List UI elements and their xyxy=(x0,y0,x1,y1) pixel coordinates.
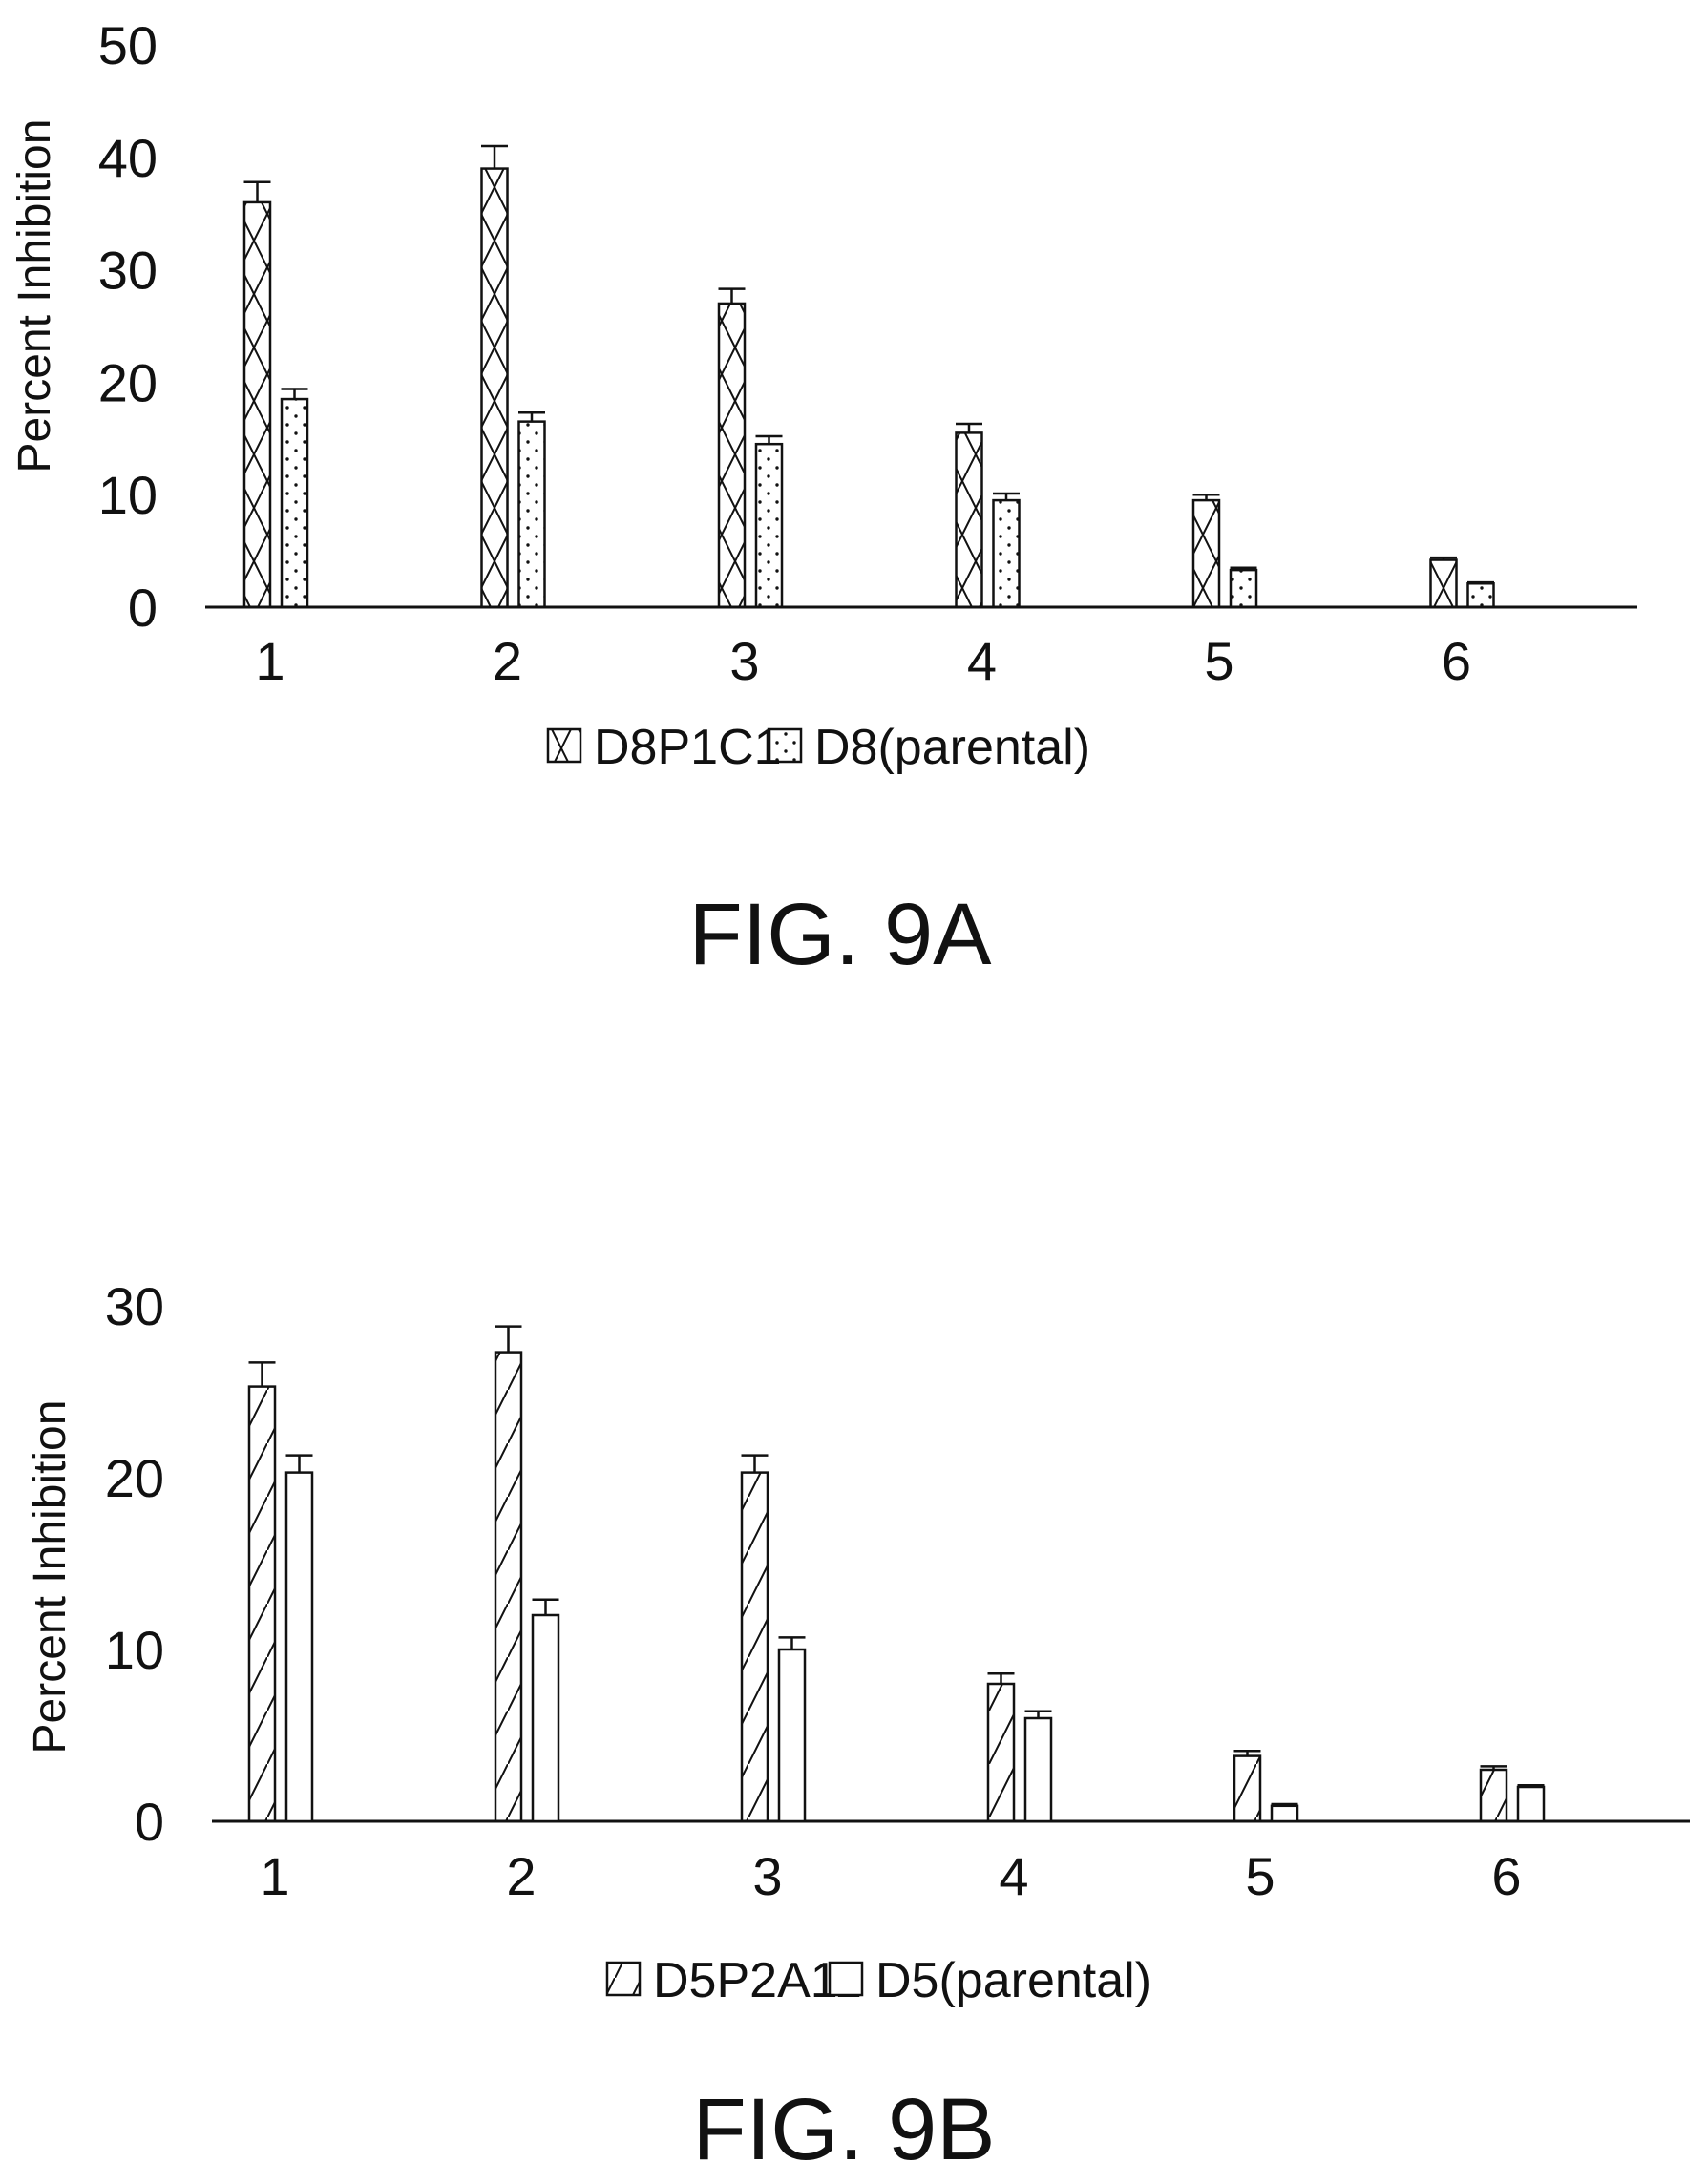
figb-bar-D5P2A11-2 xyxy=(494,1351,523,1823)
figa-x-tick-label-3: 3 xyxy=(729,631,759,691)
figb-bar-D5P2A11-4 xyxy=(986,1682,1016,1823)
figa-x-tick-label-1: 1 xyxy=(255,631,284,691)
figb-bar-D5(parental)-5 xyxy=(1270,1804,1299,1823)
figb-x-tick-label-4: 4 xyxy=(999,1846,1028,1906)
figa-bar-D8P1C1-2 xyxy=(480,167,509,609)
figa-bar-D8P1C1-5 xyxy=(1191,498,1221,609)
figb-legend-label-1: D5(parental) xyxy=(875,1953,1151,2008)
figa-bar-D8(parental)-2 xyxy=(517,420,546,609)
figb-y-tick-label-1: 10 xyxy=(105,1620,164,1680)
figa-x-tick-label-6: 6 xyxy=(1442,631,1471,691)
figa-legend-swatch-1 xyxy=(767,727,803,764)
figb-legend-label-0: D5P2A11 xyxy=(653,1953,862,2008)
figb-figure-label: FIG. 9B xyxy=(693,2081,996,2178)
figb-bar-D5(parental)-2 xyxy=(531,1613,560,1823)
figa-figure-label: FIG. 9A xyxy=(689,886,993,983)
figb-x-tick-label-2: 2 xyxy=(506,1846,536,1906)
figb-x-tick-label-1: 1 xyxy=(260,1846,289,1906)
figb-bar-D5(parental)-4 xyxy=(1023,1716,1053,1823)
figa-y-tick-label-5: 50 xyxy=(98,15,158,75)
figa-bar-D8(parental)-1 xyxy=(280,397,309,609)
figb-x-tick-label-5: 5 xyxy=(1245,1846,1275,1906)
figa-y-tick-label-0: 0 xyxy=(128,578,158,638)
figa-bar-D8P1C1-1 xyxy=(242,200,272,609)
chart-fig-9a: 0 10 20 30 40 50 Percent Inhibition 1 2 3 4 5 6 D8P1C… xyxy=(10,15,1637,983)
figb-bar-D5P2A11-5 xyxy=(1233,1754,1262,1823)
figb-legend-swatch-0 xyxy=(605,1961,642,1997)
figb-bar-D5P2A11-1 xyxy=(247,1385,277,1823)
figa-bar-D8P1C1-3 xyxy=(717,302,747,609)
figa-legend-swatch-0 xyxy=(546,727,582,764)
figa-bar-D8P1C1-4 xyxy=(955,431,983,609)
figa-y-tick-label-2: 20 xyxy=(98,352,158,412)
figa-y-axis-label: Percent Inhibition xyxy=(10,119,60,473)
figb-legend-swatch-1 xyxy=(828,1961,864,1997)
figb-x-tick-label-6: 6 xyxy=(1491,1846,1521,1906)
figa-legend-label-1: D8(parental) xyxy=(814,720,1090,775)
figb-bar-D5P2A11-6 xyxy=(1479,1768,1508,1823)
figb-bar-D5P2A11-3 xyxy=(740,1471,769,1823)
figa-bar-D8(parental)-3 xyxy=(754,442,784,609)
figa-bar-D8P1C1-6 xyxy=(1429,558,1458,609)
figb-x-tick-label-3: 3 xyxy=(752,1846,782,1906)
figa-y-tick-label-4: 40 xyxy=(98,128,158,188)
figa-y-tick-label-1: 10 xyxy=(98,465,158,525)
figa-x-tick-label-4: 4 xyxy=(967,631,997,691)
figb-y-tick-label-2: 20 xyxy=(105,1448,164,1508)
figa-bar-D8(parental)-4 xyxy=(992,498,1021,609)
figa-bar-D8(parental)-6 xyxy=(1466,582,1495,609)
figa-legend-label-0: D8P1C1 xyxy=(594,720,782,775)
figa-bar-D8(parental)-5 xyxy=(1229,568,1258,609)
chart-fig-9b: 0 10 20 30 Percent Inhibition 1 2 3 4 5 6 D5P2A11 D5… xyxy=(25,1276,1690,2178)
figb-y-tick-label-0: 0 xyxy=(135,1792,164,1852)
figb-bar-D5(parental)-1 xyxy=(284,1471,314,1823)
figb-bar-D5(parental)-6 xyxy=(1516,1785,1546,1823)
figa-y-tick-label-3: 30 xyxy=(98,241,158,301)
figa-x-tick-label-5: 5 xyxy=(1204,631,1233,691)
figa-x-tick-label-2: 2 xyxy=(493,631,522,691)
figb-y-axis-label: Percent Inhibition xyxy=(25,1400,75,1754)
figb-y-tick-label-3: 30 xyxy=(105,1276,164,1336)
figb-bar-D5(parental)-3 xyxy=(777,1648,807,1823)
